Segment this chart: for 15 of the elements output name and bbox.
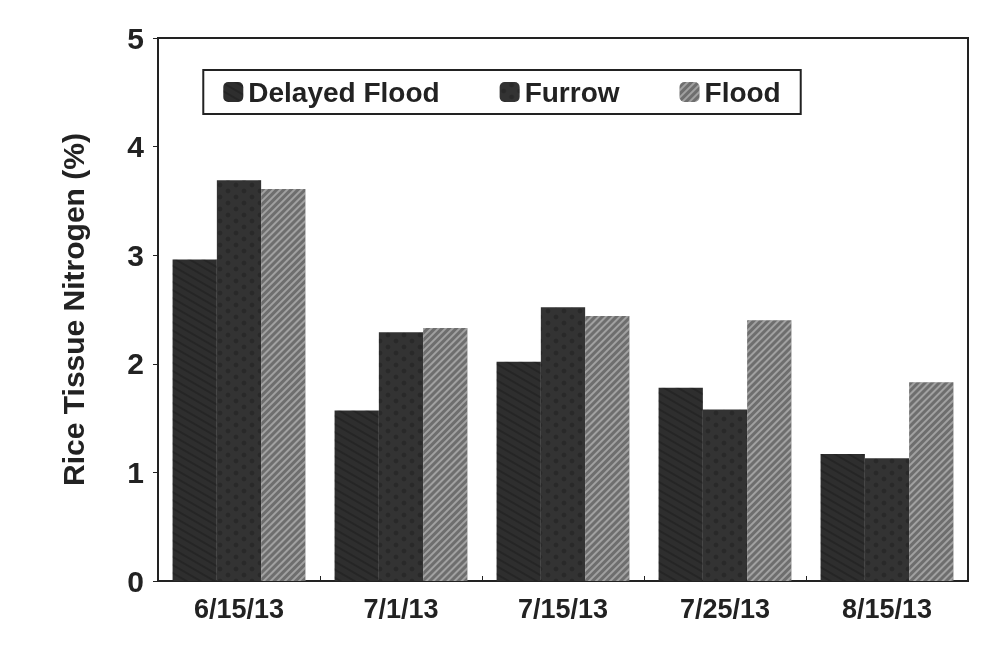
y-tick-label: 4	[127, 130, 145, 164]
x-tick-label: 7/25/13	[679, 593, 771, 624]
legend-label: Flood	[704, 76, 781, 108]
legend-label: Delayed Flood	[248, 76, 440, 108]
y-tick-label: 0	[127, 564, 144, 598]
y-tick-label: 1	[127, 455, 144, 489]
x-tick-label: 7/15/13	[517, 593, 609, 624]
x-tick-label: 7/1/13	[363, 593, 439, 624]
y-tick-label: 2	[127, 347, 144, 381]
y-tick-label: 3	[127, 238, 144, 272]
x-tick-label: 6/15/13	[193, 593, 285, 624]
y-axis-title: Rice Tissue Nitrogen (%)	[56, 133, 90, 486]
y-tick-label: 5	[127, 21, 144, 55]
x-tick-label: 8/15/13	[841, 593, 933, 624]
legend-label: Furrow	[524, 76, 620, 108]
